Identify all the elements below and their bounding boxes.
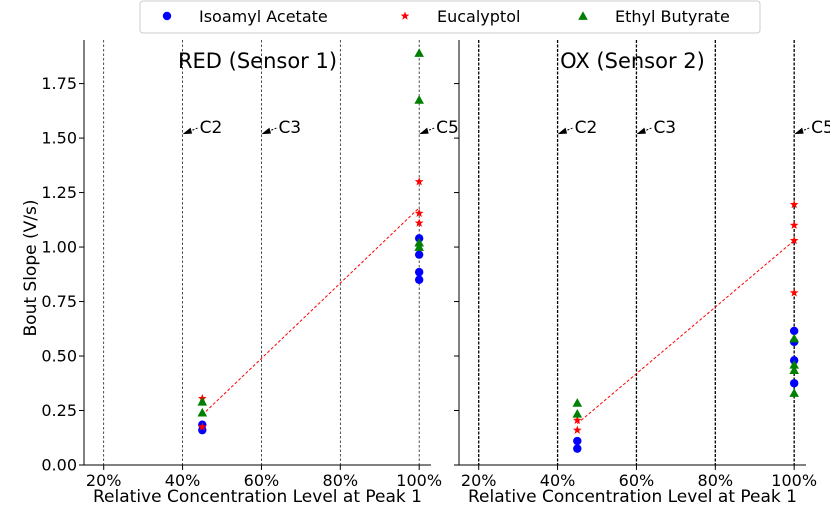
y-tick-label: 1.25 — [41, 183, 77, 202]
legend-marker-star — [400, 11, 410, 20]
x-tick-label: 60% — [244, 471, 280, 490]
x-tick-label: 40% — [165, 471, 201, 490]
data-point — [789, 388, 799, 397]
data-point — [789, 333, 799, 343]
y-tick-label: 0.25 — [41, 401, 77, 420]
annotation-arrow-head — [182, 127, 193, 135]
data-point — [414, 237, 424, 247]
legend-marker-circle — [162, 11, 172, 21]
annotation-arrow-head — [636, 127, 646, 135]
data-point — [414, 275, 424, 284]
legend-label: Isoamyl Acetate — [199, 7, 328, 26]
legend-frame — [139, 0, 761, 34]
x-tick-label: 40% — [540, 471, 576, 490]
y-tick-label: 0.00 — [41, 456, 77, 475]
data-point — [198, 425, 207, 435]
x-axis-label: Relative Concentration Level at Peak 1 — [468, 487, 797, 507]
x-tick-label: 20% — [461, 471, 497, 490]
data-point — [197, 407, 208, 417]
data-point — [789, 359, 799, 369]
data-point — [789, 199, 799, 209]
trend-line — [201, 207, 420, 416]
legend-label: Ethyl Butyrate — [615, 7, 730, 26]
data-point — [572, 415, 582, 425]
legend-marker-triangle — [578, 11, 588, 20]
annotation-label: C3 — [653, 118, 676, 138]
annotation-arrow-head — [557, 127, 568, 135]
annotation-c2: C2 — [182, 118, 223, 138]
data-point — [572, 408, 583, 418]
chart-title: RED (Sensor 1) — [178, 49, 337, 73]
chart-panel-2: 20% 40% 60% 80% 100% OX (Sensor 2) Relative Co… — [454, 40, 830, 507]
series-eucalyptol — [197, 177, 424, 431]
series-isoamyl-acetate — [573, 326, 799, 453]
y-tick-label: 1.50 — [41, 129, 77, 148]
series-ethyl-butyrate — [572, 333, 799, 418]
data-point — [414, 218, 424, 227]
data-point — [789, 326, 799, 336]
x-axis-label: Relative Concentration Level at Peak 1 — [93, 487, 422, 507]
annotation-label: C5 — [436, 118, 459, 138]
y-tick-label: 0.75 — [41, 292, 77, 311]
data-point — [789, 365, 799, 375]
data-point — [197, 422, 207, 431]
data-point — [414, 242, 424, 251]
data-point — [573, 436, 582, 446]
x-tick-label: 60% — [619, 471, 655, 490]
annotation-c5: C5 — [419, 118, 459, 138]
y-tick-label: 1.75 — [41, 74, 77, 93]
legend-entry: Isoamyl Acetate — [162, 7, 328, 26]
data-point — [414, 177, 424, 186]
annotation-arrow-head — [419, 127, 429, 135]
y-axis-label: Bout Slope (V/s) — [21, 200, 41, 337]
data-point — [414, 267, 424, 277]
series-isoamyl-acetate — [198, 234, 424, 435]
data-point — [197, 396, 208, 406]
annotation-c3: C3 — [261, 118, 301, 138]
data-point — [789, 235, 799, 245]
annotation-label: C2 — [200, 118, 223, 138]
chart-panel-1: 0.00 0.25 0.50 0.75 1.00 1.25 1.50 1.75 20% 40% 60… — [41, 40, 459, 507]
data-point — [789, 220, 799, 229]
annotation-c5: C5 — [794, 118, 830, 138]
annotation-c2: C2 — [557, 118, 598, 138]
data-point — [573, 444, 582, 453]
x-tick-label: 80% — [698, 471, 734, 490]
legend-label: Eucalyptol — [437, 7, 520, 26]
series-ethyl-butyrate — [197, 48, 424, 417]
annotation-label: C5 — [811, 118, 830, 138]
data-point — [789, 379, 799, 388]
legend-entry: Ethyl Butyrate — [578, 7, 730, 26]
x-tick-label: 80% — [323, 471, 359, 490]
legend: Isoamyl Acetate Eucalyptol Ethyl Butyrate — [139, 0, 761, 34]
data-point — [572, 425, 582, 434]
annotation-c3: C3 — [636, 118, 676, 138]
trend-line — [576, 240, 795, 424]
legend-entry: Eucalyptol — [400, 7, 520, 26]
data-point — [789, 288, 799, 297]
x-tick-label: 20% — [86, 471, 122, 490]
chart-title: OX (Sensor 2) — [560, 49, 705, 73]
y-tick-label: 0.50 — [41, 347, 77, 366]
x-tick-label: 100% — [771, 471, 817, 490]
data-point — [414, 48, 424, 57]
annotation-arrow-head — [261, 127, 271, 135]
annotation-label: C3 — [278, 118, 301, 138]
data-point — [414, 208, 424, 217]
data-point — [414, 250, 424, 259]
data-point — [572, 398, 583, 407]
data-point — [414, 95, 424, 104]
series-eucalyptol — [572, 199, 799, 434]
y-tick-label: 1.00 — [41, 238, 77, 257]
annotation-label: C2 — [575, 118, 598, 138]
annotation-arrow-head — [794, 127, 804, 135]
x-tick-label: 100% — [396, 471, 442, 490]
